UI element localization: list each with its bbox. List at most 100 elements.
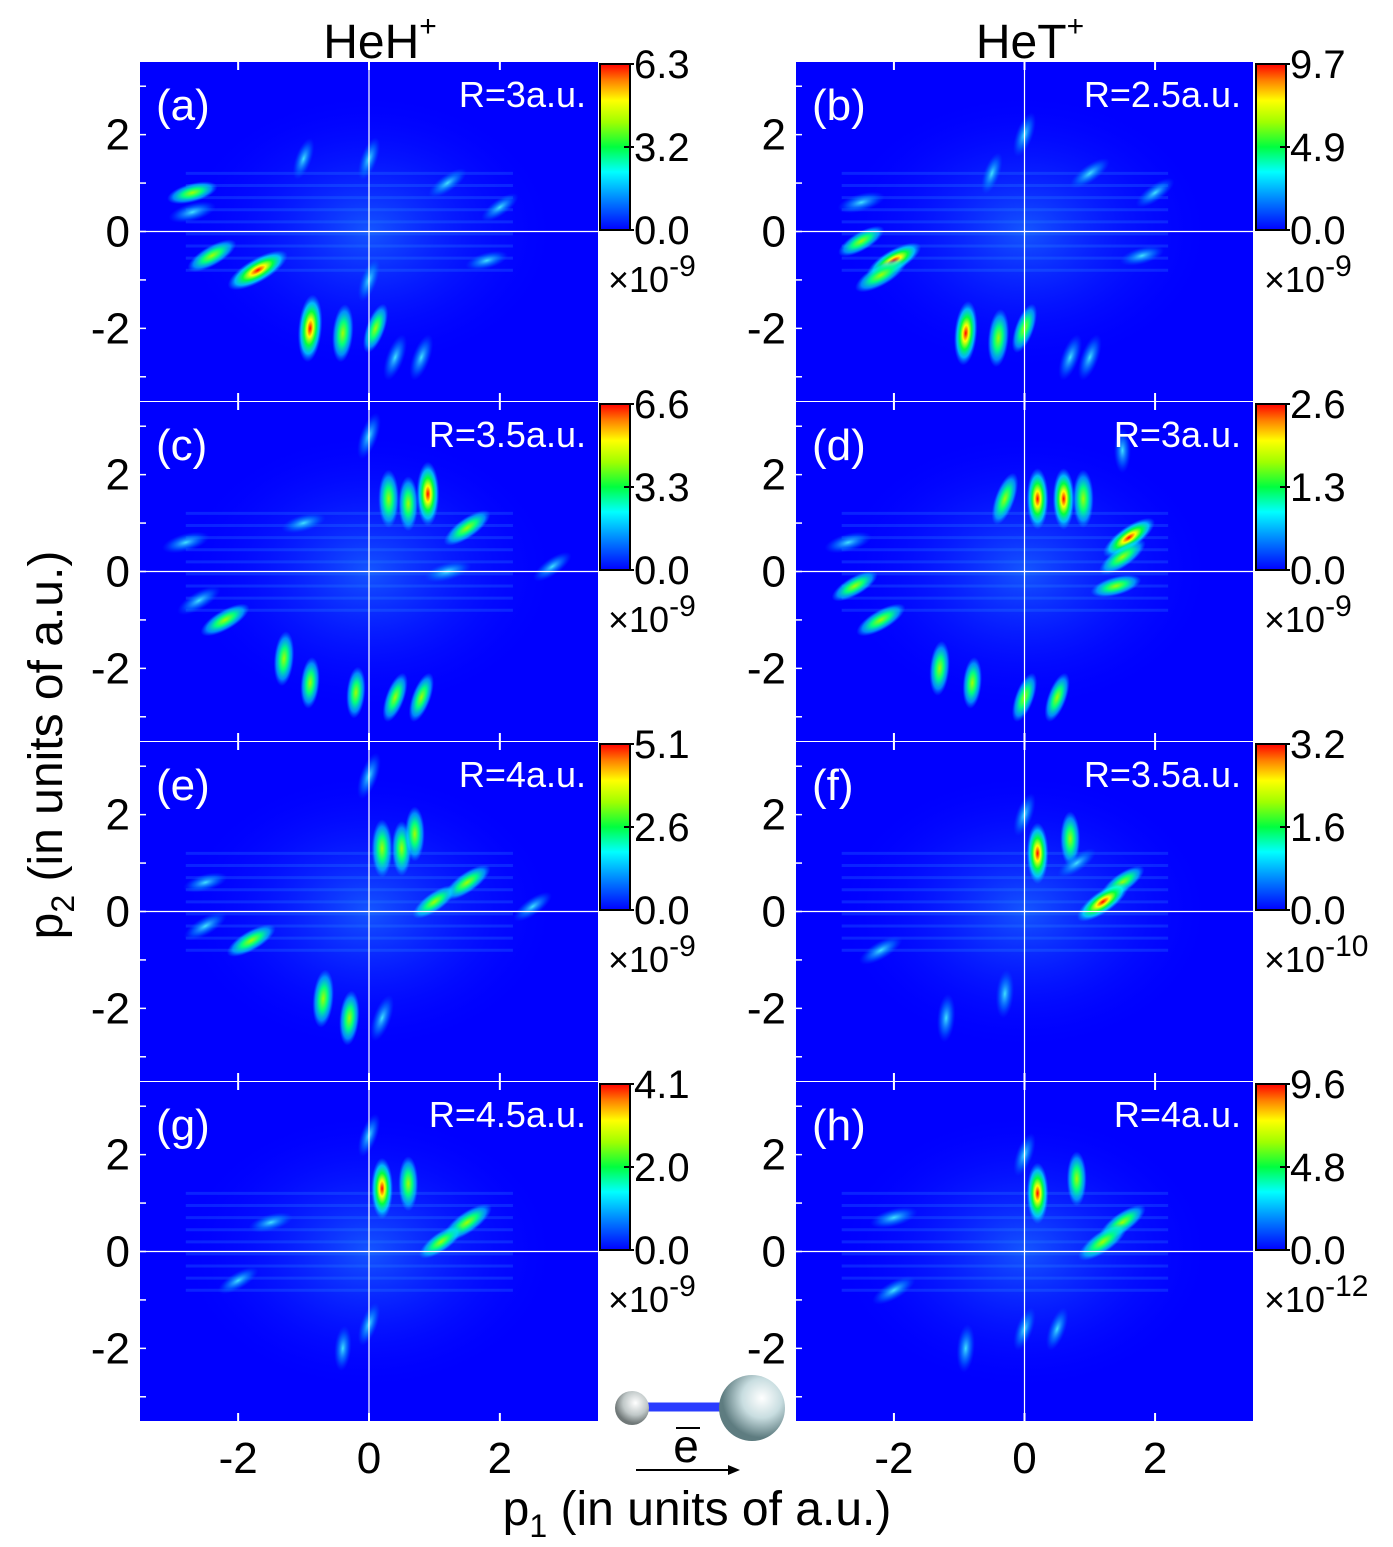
panel-g: (g) R=4.5a.u. <box>140 1082 598 1421</box>
colorbar-tick-label: 0.0 <box>634 209 690 253</box>
data-blob <box>831 570 878 602</box>
data-blob <box>398 1156 419 1212</box>
colorbar-tick-label: 9.7 <box>1290 43 1346 87</box>
data-blob <box>443 510 491 546</box>
data-blob <box>346 666 366 719</box>
panels: (a) R=3a.u.20-26.33.20.0×10-9(b) R=2.5a.u.… <box>91 43 1369 1483</box>
colorbar-exponent: ×10-10 <box>1264 930 1368 980</box>
data-blob <box>1026 1162 1049 1225</box>
data-blob <box>1135 177 1175 208</box>
data-blob <box>1052 468 1075 530</box>
data-blob <box>991 472 1019 526</box>
data-blob <box>378 469 400 529</box>
data-blob <box>1045 1307 1069 1351</box>
data-blob <box>837 191 885 214</box>
data-blob <box>981 152 1003 195</box>
colorbar-tick-label: 1.6 <box>1290 806 1346 850</box>
y-tick-label: 0 <box>762 548 786 597</box>
colorbar-tick-label: 4.8 <box>1290 1146 1346 1190</box>
data-blob <box>1102 517 1155 558</box>
colorbar-tick-label: 5.1 <box>634 723 690 767</box>
data-blob <box>1099 539 1146 575</box>
panel-a: (a) R=3a.u. <box>140 62 598 401</box>
panel-label: (e) <box>156 761 210 810</box>
y-tick-label: 0 <box>106 208 130 257</box>
y-tick-label: 0 <box>762 208 786 257</box>
data-blob <box>339 990 360 1046</box>
colorbar-tick-label: 2.6 <box>1290 383 1346 427</box>
x-tick-label: 0 <box>357 1434 381 1483</box>
data-blob <box>312 969 334 1028</box>
y-tick-label: 2 <box>762 791 786 840</box>
data-blob <box>281 512 326 534</box>
data-blob <box>838 225 885 257</box>
colorbar-exponent: ×10-9 <box>1264 590 1352 640</box>
molecule-inset: e <box>615 1375 785 1475</box>
colorbar-tick-label: 6.6 <box>634 383 690 427</box>
panel-d: (d) R=3a.u. <box>796 402 1253 741</box>
colorbar-tick-label: 4.9 <box>1290 126 1346 170</box>
colorbar-tick-label: 2.0 <box>634 1146 690 1190</box>
data-blob <box>856 603 906 637</box>
panel-label: (h) <box>812 1101 866 1150</box>
colorbar-tick-label: 2.6 <box>634 806 690 850</box>
colorbar-tick-label: 0.0 <box>634 889 690 933</box>
colorbar-tick-label: 0.0 <box>1290 209 1346 253</box>
colorbar-tick-label: 0.0 <box>634 549 690 593</box>
data-blob <box>929 640 950 696</box>
data-blob <box>416 461 440 527</box>
data-blob <box>412 884 457 919</box>
data-blob <box>962 656 983 709</box>
data-blob <box>162 531 210 554</box>
r-value-label: R=3a.u. <box>459 74 586 115</box>
y-tick-label: -2 <box>91 304 130 353</box>
data-blob <box>248 1212 293 1233</box>
data-blob <box>226 924 276 957</box>
panel-label: (d) <box>812 421 866 470</box>
r-value-label: R=4a.u. <box>459 754 586 795</box>
colorbar-tick-label: 4.1 <box>634 1063 690 1107</box>
data-blob <box>995 969 1015 1019</box>
x-axis-label: p1 (in units of a.u.) <box>503 1483 892 1544</box>
colorbar-tick-label: 3.2 <box>634 126 690 170</box>
colorbar-tick-label: 6.3 <box>634 43 690 87</box>
data-blob <box>1058 334 1083 381</box>
y-tick-label: 0 <box>106 548 130 597</box>
data-blob <box>1090 574 1142 598</box>
r-value-label: R=2.5a.u. <box>1084 74 1241 115</box>
data-blob <box>168 201 217 223</box>
data-blob <box>167 181 218 205</box>
panel-label: (a) <box>156 81 210 130</box>
r-value-label: R=3.5a.u. <box>1084 754 1241 795</box>
data-blob <box>273 631 295 687</box>
y-tick-label: 0 <box>106 888 130 937</box>
data-blob <box>1044 672 1070 723</box>
x-tick-label: 2 <box>488 1434 512 1483</box>
y-tick-label: 2 <box>106 1131 130 1180</box>
data-blob <box>382 672 408 723</box>
y-tick-label: -2 <box>747 304 786 353</box>
data-blob <box>227 250 288 291</box>
y-axis-label: p2 (in units of a.u.) <box>20 551 81 940</box>
y-tick-label: 2 <box>762 111 786 160</box>
y-tick-label: -2 <box>91 1324 130 1373</box>
y-tick-label: -2 <box>91 984 130 1033</box>
data-blob <box>936 993 956 1043</box>
x-tick-label: 2 <box>1143 1434 1167 1483</box>
data-blob <box>187 239 237 273</box>
y-tick-label: 2 <box>106 111 130 160</box>
data-blob <box>513 891 552 922</box>
y-tick-label: 2 <box>106 791 130 840</box>
data-blob <box>870 1206 918 1229</box>
data-blob <box>1113 427 1131 474</box>
panel-b: (b) R=2.5a.u. <box>796 62 1253 401</box>
data-blob <box>408 672 434 723</box>
colorbar-exponent: ×10-9 <box>608 930 696 980</box>
data-blob <box>183 911 228 941</box>
data-blob <box>956 1324 975 1373</box>
data-blob <box>1060 811 1081 867</box>
data-blob <box>297 294 323 363</box>
data-blob <box>872 1275 916 1305</box>
data-blob <box>1077 334 1102 381</box>
